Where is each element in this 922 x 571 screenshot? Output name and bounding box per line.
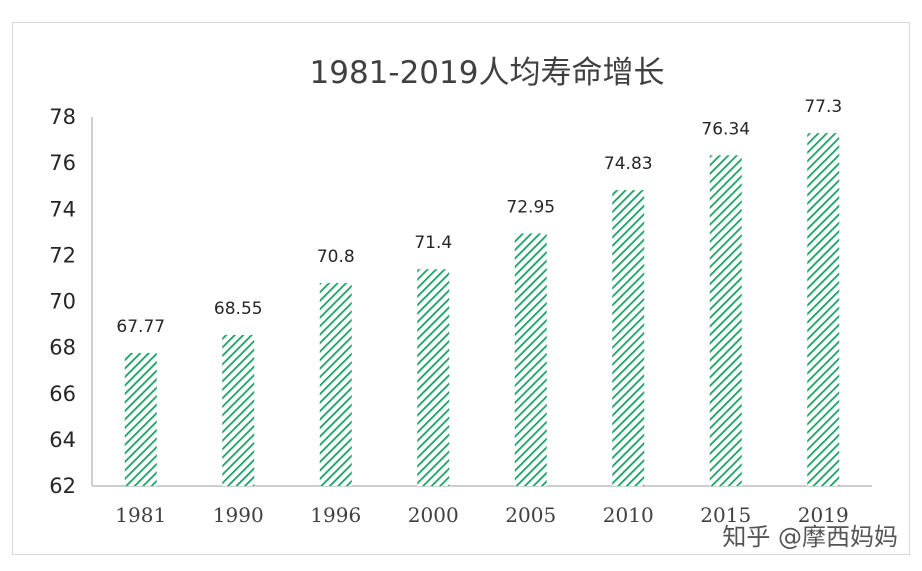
- y-tick-label: 64: [49, 428, 76, 452]
- y-tick-label: 62: [49, 474, 76, 498]
- data-label: 76.34: [701, 119, 750, 139]
- x-tick-label: 1990: [213, 503, 264, 527]
- bar-2000: [417, 269, 450, 486]
- y-tick-label: 70: [49, 290, 76, 314]
- x-tick-label: 1996: [310, 503, 361, 527]
- data-label: 74.83: [604, 154, 653, 174]
- bar-1990: [222, 334, 255, 486]
- x-tick-label: 2019: [798, 503, 849, 527]
- y-tick-label: 78: [49, 105, 76, 129]
- x-tick-label: 2015: [700, 503, 751, 527]
- y-tick-label: 66: [49, 382, 76, 406]
- data-label: 71.4: [414, 233, 452, 253]
- x-tick-label: 2000: [408, 503, 459, 527]
- y-tick-label: 76: [49, 151, 76, 175]
- data-label: 77.3: [804, 97, 842, 117]
- bars: [124, 133, 840, 487]
- y-tick-label: 72: [49, 243, 76, 267]
- bar-2005: [514, 233, 547, 486]
- y-tick-label: 74: [49, 197, 76, 221]
- bar-1981: [124, 352, 157, 486]
- data-label: 67.77: [116, 317, 165, 337]
- data-labels: 67.77 68.55 70.8 71.4 72.95 74.83 76.34 77.3: [116, 97, 842, 337]
- watermark: 知乎 @摩西妈妈: [722, 523, 898, 551]
- y-tick-label: 68: [49, 336, 76, 360]
- axes: 62 64 66 68 70 72 74 76 78 1981 1990 1996 2000 2005 20…: [49, 105, 872, 527]
- bar-1996: [319, 283, 352, 486]
- bar-2015: [709, 155, 742, 486]
- chart-frame: [12, 22, 910, 555]
- x-tick-label: 2010: [603, 503, 654, 527]
- data-label: 70.8: [317, 247, 355, 267]
- bar-2010: [612, 190, 645, 486]
- bar-2019: [807, 133, 840, 487]
- data-label: 72.95: [506, 197, 555, 217]
- x-tick-label: 2005: [505, 503, 556, 527]
- chart-title: 1981-2019人均寿命增长: [310, 55, 665, 91]
- data-label: 68.55: [214, 299, 263, 319]
- x-tick-label: 1981: [115, 503, 166, 527]
